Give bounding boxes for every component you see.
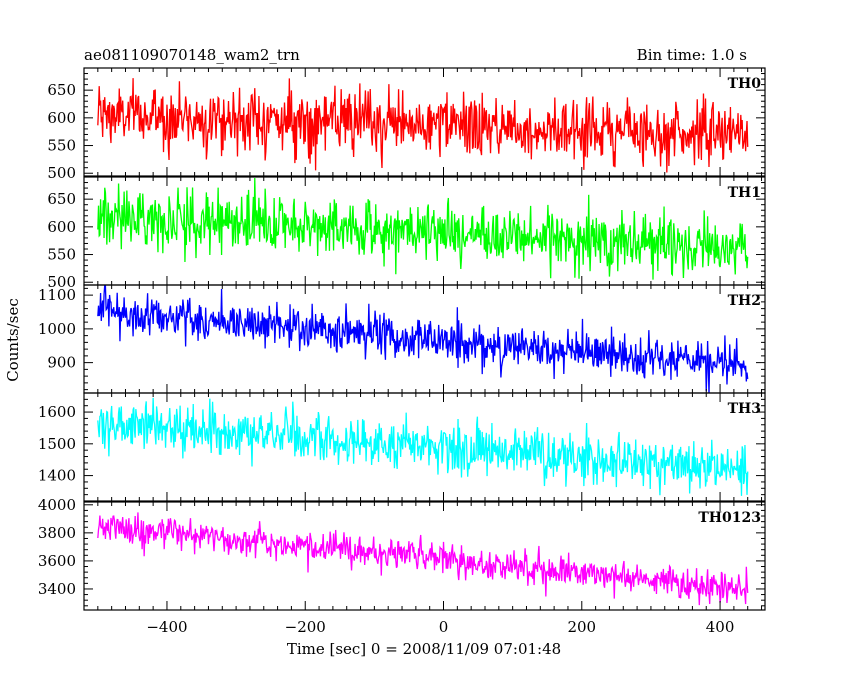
y-tick-label: 1100 (38, 286, 76, 304)
y-tick-label: 650 (47, 81, 76, 99)
series-line-th2 (97, 285, 749, 393)
x-tick-label: 0 (439, 618, 449, 636)
y-tick-label: 600 (47, 218, 76, 236)
y-tick-label: 4000 (38, 496, 76, 514)
x-tick-label: 400 (706, 618, 735, 636)
panel-label: TH3 (728, 401, 761, 417)
panel-frame (83, 501, 766, 611)
panel-th1: 500 550 600 650 TH1 (47, 176, 766, 291)
panel-th3: 1400 1500 1600 TH3 (38, 392, 766, 502)
chart-subtitle: Bin time: 1.0 s (637, 46, 747, 64)
y-tick-label: 3800 (38, 524, 76, 542)
series-line-th0123 (97, 512, 749, 606)
panel-label: TH0 (728, 76, 762, 92)
panels-group: 500 550 600 650 TH0 500 550 600 650 TH1 900 1000 110… (38, 67, 766, 611)
panel-th2: 900 1000 1100 TH2 (38, 284, 766, 394)
x-tick-label: −200 (285, 618, 326, 636)
x-tick-label: 200 (567, 618, 596, 636)
panel-label: TH0123 (698, 510, 761, 526)
panel-frame (83, 67, 766, 177)
y-tick-label: 500 (47, 164, 76, 182)
panel-frame (83, 392, 766, 502)
y-tick-label: 550 (47, 246, 76, 264)
series-line-th1 (97, 177, 749, 280)
x-axis: −400 −200 0 200 400 (146, 618, 734, 636)
series-line-th3 (97, 397, 749, 496)
y-tick-label: 1400 (38, 467, 76, 485)
y-tick-label: 550 (47, 137, 76, 155)
y-tick-label: 650 (47, 190, 76, 208)
y-tick-label: 1600 (38, 403, 76, 421)
series-line-th0 (97, 78, 749, 173)
y-tick-label: 3600 (38, 552, 76, 570)
chart-title: ae081109070148_wam2_trn (84, 46, 300, 64)
panel-th0: 500 550 600 650 TH0 (47, 67, 766, 182)
y-tick-label: 3400 (38, 580, 76, 598)
panel-th0123: 3400 3600 3800 4000 TH0123 (38, 496, 766, 611)
panel-label: TH1 (728, 185, 761, 201)
y-axis-title: Counts/sec (4, 298, 22, 382)
panel-label: TH2 (728, 293, 761, 309)
y-tick-label: 1000 (38, 320, 76, 338)
y-tick-label: 900 (47, 354, 76, 372)
y-tick-label: 500 (47, 273, 76, 291)
x-tick-label: −400 (146, 618, 187, 636)
y-tick-label: 1500 (38, 435, 76, 453)
x-axis-title: Time [sec] 0 = 2008/11/09 07:01:48 (287, 640, 561, 658)
y-tick-label: 600 (47, 109, 76, 127)
